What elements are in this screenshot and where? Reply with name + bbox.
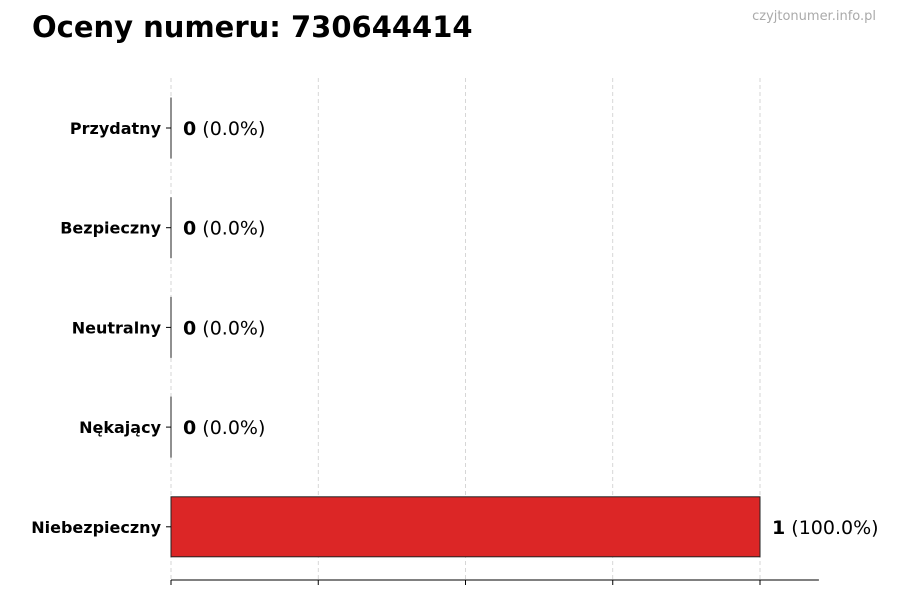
y-tick-label: Niebezpieczny	[31, 518, 161, 537]
data-label-percent: (0.0%)	[202, 417, 265, 439]
data-label-count: 0	[183, 218, 196, 240]
data-label-count: 1	[772, 517, 785, 539]
data-label-count: 0	[183, 118, 196, 140]
data-label: 0 (0.0%)	[183, 118, 265, 140]
y-tick-label: Przydatny	[70, 119, 162, 138]
y-tick-label: Bezpieczny	[60, 219, 161, 238]
bar-4	[170, 496, 761, 558]
data-label: 0 (0.0%)	[183, 417, 265, 439]
data-label: 1 (100.0%)	[772, 517, 879, 539]
data-label-percent: (0.0%)	[202, 118, 265, 140]
data-label-percent: (100.0%)	[791, 517, 878, 539]
data-label-percent: (0.0%)	[202, 218, 265, 240]
data-label: 0 (0.0%)	[183, 317, 265, 339]
y-tick-label: Nękający	[79, 418, 161, 437]
y-tick-label: Neutralny	[72, 318, 162, 337]
data-label-percent: (0.0%)	[202, 317, 265, 339]
data-label-count: 0	[183, 417, 196, 439]
chart-title: Oceny numeru: 730644414	[32, 10, 473, 44]
watermark: czyjtonumer.info.pl	[752, 9, 876, 24]
data-label-count: 0	[183, 317, 196, 339]
data-label: 0 (0.0%)	[183, 218, 265, 240]
